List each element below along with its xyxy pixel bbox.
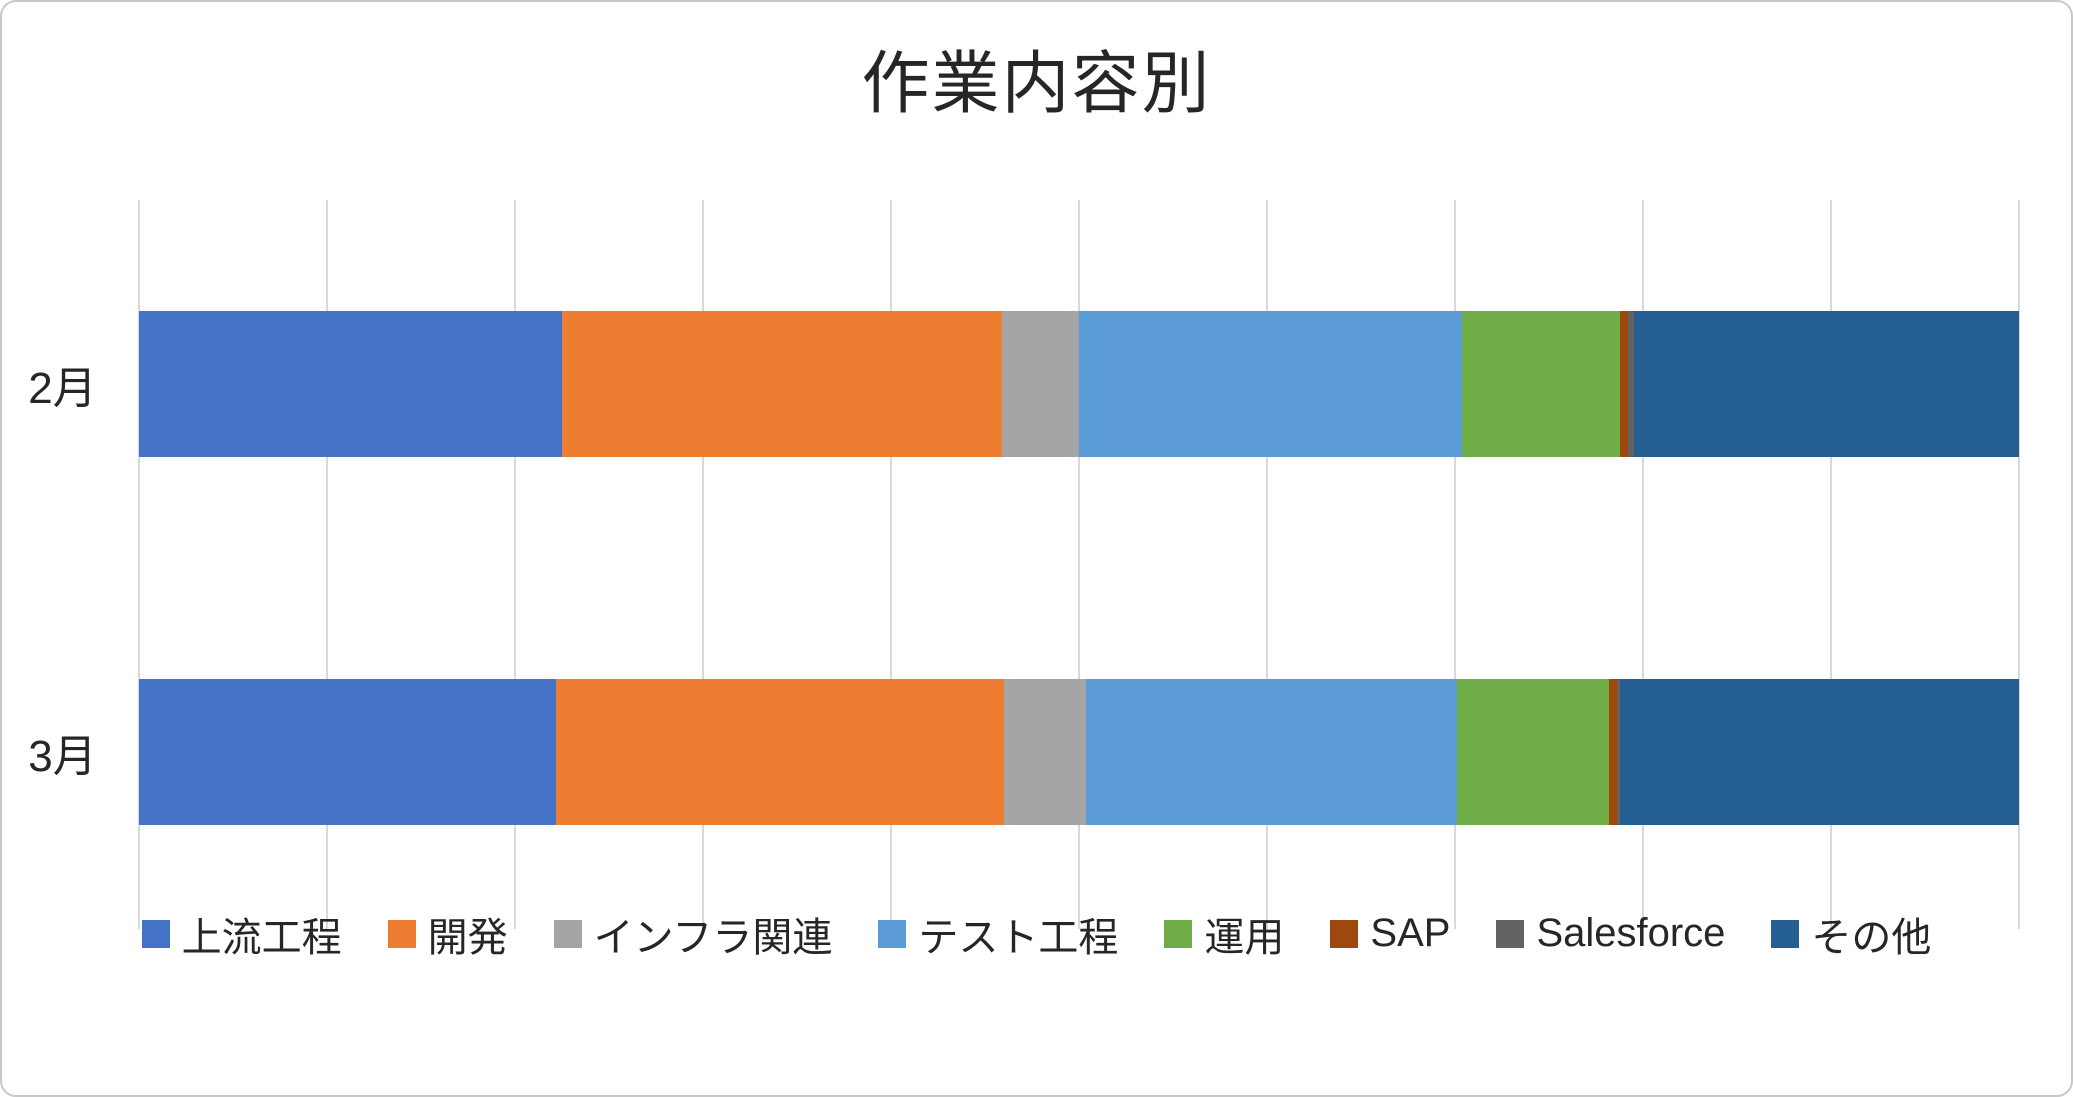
bar-segment-その他[interactable] [1633, 310, 2019, 458]
category-label: 3月 [28, 731, 97, 781]
category-label: 2月 [28, 364, 97, 414]
bar-segment-インフラ関連[interactable] [1003, 678, 1087, 826]
legend-item-運用[interactable]: 運用 [1164, 905, 1284, 963]
bar-segment-その他[interactable] [1620, 678, 2019, 826]
bar-2月 [138, 310, 2019, 458]
legend-swatch-icon [1496, 919, 1525, 948]
legend-swatch-icon [387, 919, 416, 948]
legend-label: その他 [1811, 915, 1932, 960]
legend-item-上流工程[interactable]: 上流工程 [141, 905, 342, 963]
gridline [2018, 200, 2021, 929]
bar-segment-開発[interactable] [556, 678, 1004, 826]
gridline [513, 200, 516, 929]
bar-segment-Salesforce[interactable] [1627, 310, 1634, 458]
legend-item-その他[interactable]: その他 [1771, 905, 1931, 963]
legend-label: SAP [1370, 911, 1451, 956]
bar-3月 [138, 678, 2019, 826]
bar-segment-運用[interactable] [1462, 310, 1621, 458]
legend-swatch-icon [141, 919, 170, 948]
gridline [325, 200, 328, 929]
gridline [1077, 200, 1080, 929]
legend-item-テスト工程[interactable]: テスト工程 [878, 905, 1118, 963]
legend-swatch-icon [1164, 919, 1193, 948]
legend-item-SAP[interactable]: SAP [1330, 911, 1450, 956]
bar-segment-SAP[interactable] [1609, 678, 1617, 826]
legend-item-インフラ関連[interactable]: インフラ関連 [553, 905, 833, 963]
legend-label: テスト工程 [918, 915, 1119, 960]
legend-swatch-icon [878, 919, 907, 948]
chart-title: 作業内容別 [861, 46, 1212, 122]
bar-segment-上流工程[interactable] [138, 678, 557, 826]
bar-segment-インフラ関連[interactable] [1001, 310, 1079, 458]
gridline [1830, 200, 1833, 929]
bar-segment-Salesforce[interactable] [1616, 678, 1621, 826]
legend: 上流工程 開発 インフラ関連 テスト工程 運用 SAP Salesforce その他 [2, 905, 2071, 963]
bar-segment-テスト工程[interactable] [1078, 310, 1463, 458]
plot-area: 2月 3月 [28, 200, 2021, 929]
bar-segment-SAP[interactable] [1620, 310, 1628, 458]
legend-label: 開発 [427, 915, 508, 960]
gridline [889, 200, 892, 929]
bar-segment-運用[interactable] [1456, 678, 1610, 826]
legend-item-開発[interactable]: 開発 [387, 905, 508, 963]
legend-label: インフラ関連 [593, 915, 833, 960]
bar-segment-開発[interactable] [561, 310, 1002, 458]
legend-label: Salesforce [1536, 911, 1726, 956]
legend-label: 上流工程 [181, 915, 342, 960]
gridline [701, 200, 704, 929]
gridline [1265, 200, 1268, 929]
gridline [137, 200, 140, 929]
legend-label: 運用 [1204, 915, 1285, 960]
legend-swatch-icon [553, 919, 582, 948]
gridline [1641, 200, 1644, 929]
legend-swatch-icon [1330, 919, 1359, 948]
legend-swatch-icon [1771, 919, 1800, 948]
legend-item-Salesforce[interactable]: Salesforce [1496, 911, 1725, 956]
bar-segment-上流工程[interactable] [138, 310, 562, 458]
gridline [1453, 200, 1456, 929]
bar-segment-テスト工程[interactable] [1086, 678, 1457, 826]
